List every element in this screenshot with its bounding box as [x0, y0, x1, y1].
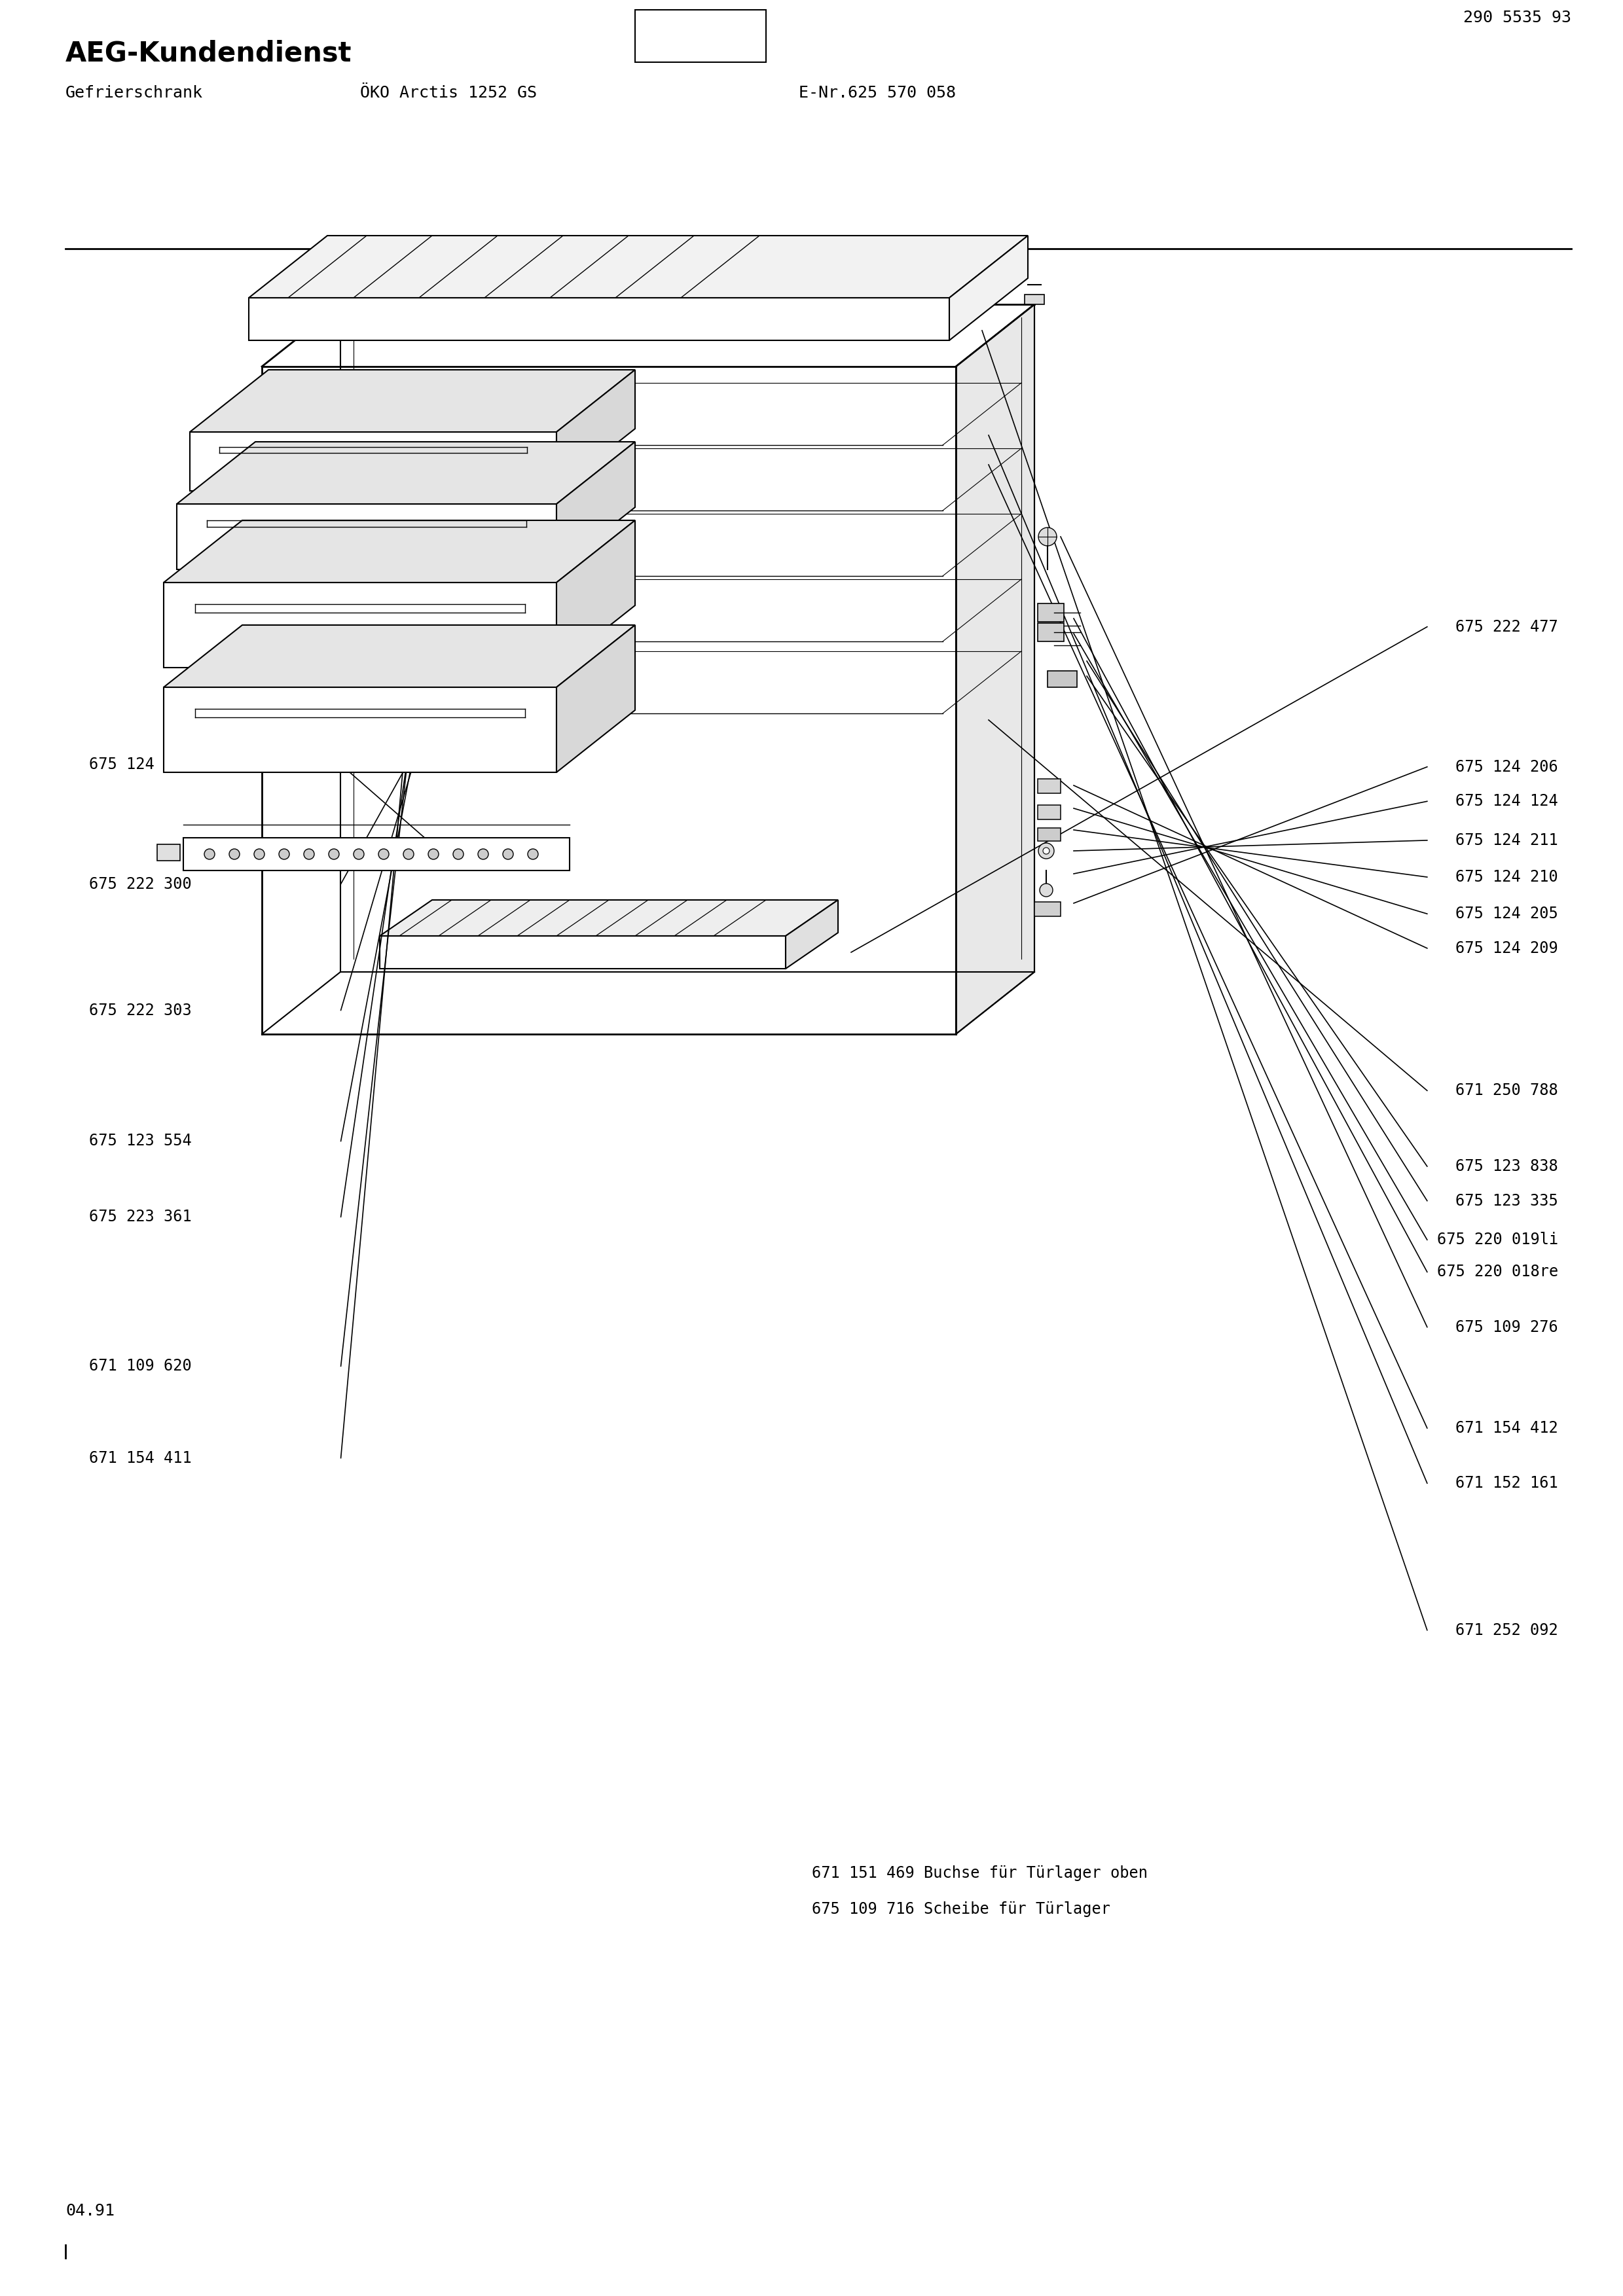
Circle shape — [503, 850, 513, 859]
Text: 671 154 411: 671 154 411 — [89, 1451, 192, 1465]
Circle shape — [279, 850, 289, 859]
Text: 675 124 206: 675 124 206 — [1456, 760, 1558, 774]
Bar — [157, 845, 180, 861]
Circle shape — [1039, 843, 1053, 859]
Bar — [325, 434, 341, 448]
Polygon shape — [164, 687, 557, 771]
Polygon shape — [380, 937, 786, 969]
Circle shape — [453, 850, 464, 859]
Text: 675 223 361: 675 223 361 — [89, 1210, 192, 1224]
Bar — [1037, 604, 1065, 622]
Text: 675 222 477: 675 222 477 — [1456, 620, 1558, 634]
Polygon shape — [183, 838, 570, 870]
Text: 671 252 092: 671 252 092 — [1456, 1623, 1558, 1637]
Circle shape — [1040, 884, 1053, 898]
Text: 675 123 335: 675 123 335 — [1456, 1194, 1558, 1208]
Text: 675 123 838: 675 123 838 — [1456, 1159, 1558, 1173]
Polygon shape — [177, 441, 635, 503]
Polygon shape — [956, 305, 1034, 1033]
Polygon shape — [190, 370, 635, 432]
Circle shape — [378, 850, 390, 859]
Text: 675 124 207: 675 124 207 — [89, 758, 192, 771]
Polygon shape — [248, 236, 1027, 298]
Text: 671 250 788: 671 250 788 — [1456, 1084, 1558, 1097]
Circle shape — [204, 850, 214, 859]
Text: 675 124 205: 675 124 205 — [1456, 907, 1558, 921]
Text: ÖKO Arctis 1252 GS: ÖKO Arctis 1252 GS — [360, 85, 537, 101]
Circle shape — [255, 850, 265, 859]
Bar — [635, 9, 766, 62]
Text: 671 151 469 Buchse für Türlager oben: 671 151 469 Buchse für Türlager oben — [812, 1864, 1147, 1880]
Circle shape — [354, 850, 364, 859]
Text: 675 124 210: 675 124 210 — [1456, 870, 1558, 884]
Polygon shape — [557, 625, 635, 771]
Text: 675 109 276: 675 109 276 — [1456, 1320, 1558, 1334]
Circle shape — [229, 850, 240, 859]
Text: 675 109 716 Scheibe für Türlager: 675 109 716 Scheibe für Türlager — [812, 1901, 1110, 1917]
Bar — [1034, 902, 1060, 916]
Bar — [1037, 622, 1065, 641]
Bar — [1037, 829, 1060, 840]
Bar — [1047, 670, 1078, 687]
Polygon shape — [164, 521, 635, 583]
Text: 675 222 303: 675 222 303 — [89, 1003, 192, 1017]
Text: AEG-Kundendienst: AEG-Kundendienst — [65, 39, 352, 67]
Polygon shape — [380, 900, 837, 937]
Bar — [1024, 294, 1044, 305]
Text: 675 124 211: 675 124 211 — [1456, 833, 1558, 847]
Text: 675 220 019li: 675 220 019li — [1436, 1233, 1558, 1247]
Text: 671 152 161: 671 152 161 — [1456, 1476, 1558, 1490]
Polygon shape — [557, 521, 635, 668]
Text: 675 220 018re: 675 220 018re — [1436, 1265, 1558, 1279]
Polygon shape — [248, 298, 949, 340]
Text: E-Nr.625 570 058: E-Nr.625 570 058 — [799, 85, 956, 101]
Polygon shape — [190, 432, 557, 491]
Text: 675 222 300: 675 222 300 — [89, 877, 192, 891]
Circle shape — [1039, 528, 1057, 546]
Circle shape — [477, 850, 489, 859]
Text: 671 154 412: 671 154 412 — [1456, 1421, 1558, 1435]
Text: 675 124 124: 675 124 124 — [1456, 794, 1558, 808]
Circle shape — [1044, 847, 1050, 854]
Text: Gefrierschrank: Gefrierschrank — [65, 85, 203, 101]
Bar — [1037, 778, 1060, 792]
Polygon shape — [786, 900, 837, 969]
Polygon shape — [557, 370, 635, 491]
Circle shape — [527, 850, 539, 859]
Polygon shape — [949, 236, 1027, 340]
Text: 671 109 620: 671 109 620 — [89, 1359, 192, 1373]
Bar — [1037, 806, 1060, 820]
Text: 675 123 554: 675 123 554 — [89, 1134, 192, 1148]
Polygon shape — [177, 503, 557, 569]
Text: I 02: I 02 — [661, 21, 701, 34]
Polygon shape — [557, 441, 635, 569]
Polygon shape — [164, 625, 635, 687]
Circle shape — [329, 850, 339, 859]
Circle shape — [428, 850, 438, 859]
Text: 675 124 209: 675 124 209 — [1456, 941, 1558, 955]
Circle shape — [304, 850, 315, 859]
Polygon shape — [164, 583, 557, 668]
Text: 04.91: 04.91 — [65, 2204, 115, 2218]
Circle shape — [403, 850, 414, 859]
Text: 290 5535 93: 290 5535 93 — [1464, 9, 1571, 25]
